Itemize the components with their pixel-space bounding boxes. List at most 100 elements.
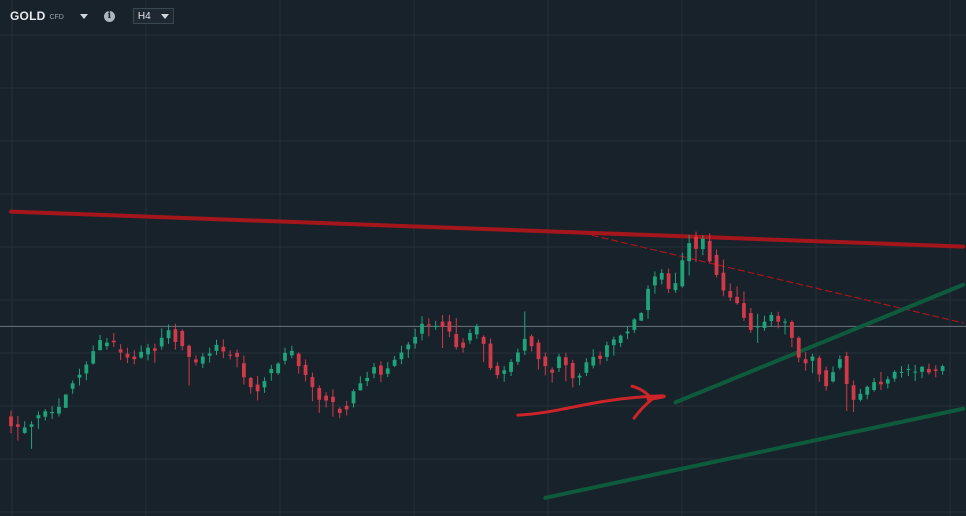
candle-bull xyxy=(557,356,561,369)
candle-bull xyxy=(98,340,102,351)
candle-bear xyxy=(221,346,226,352)
symbol-caret-down-icon[interactable] xyxy=(79,13,88,19)
candle-bull xyxy=(200,356,205,364)
candle-bull xyxy=(646,288,650,311)
candle-bear xyxy=(529,336,534,347)
candle-bear xyxy=(324,395,328,401)
candle-bear xyxy=(9,416,13,427)
candle-bull xyxy=(769,314,774,321)
candle-bull xyxy=(36,415,41,419)
candle-bear xyxy=(248,377,253,388)
candle-bull xyxy=(207,353,212,356)
candle-bear xyxy=(125,353,130,358)
candle-bear xyxy=(666,273,671,289)
candle-bear xyxy=(824,370,829,387)
candle-bear xyxy=(851,385,856,400)
symbol-label[interactable]: GOLD xyxy=(10,9,46,23)
info-icon[interactable]: i xyxy=(103,10,115,22)
candle-bull xyxy=(139,351,144,358)
candle-bull xyxy=(166,330,171,339)
candle-bull xyxy=(365,377,370,382)
candle-bear xyxy=(714,254,719,275)
candle-bull xyxy=(831,372,835,382)
timeframe-caret-down-icon xyxy=(160,13,169,19)
candle-bull xyxy=(865,386,870,395)
candle-bear xyxy=(173,329,178,342)
candle-bear xyxy=(111,340,116,343)
candle-bull xyxy=(632,319,637,330)
candle-bull xyxy=(899,371,904,373)
candle-bull xyxy=(269,369,274,374)
candle-bear xyxy=(844,355,849,384)
candle-bear xyxy=(879,381,883,385)
candle-bull xyxy=(84,364,89,374)
candle-bear xyxy=(296,353,301,367)
candle-bear xyxy=(242,363,246,378)
candle-bear xyxy=(194,359,198,363)
candle-bear xyxy=(495,365,500,376)
candle-bear xyxy=(735,296,739,304)
candle-bull xyxy=(50,411,54,414)
candle-bear xyxy=(481,336,486,344)
candle-bear xyxy=(742,303,746,318)
candle-bear xyxy=(803,359,808,364)
candle-bull xyxy=(762,321,767,328)
candle-bear xyxy=(461,342,465,348)
candle-bull xyxy=(262,381,267,388)
candle-bear xyxy=(180,330,185,347)
candle-bull xyxy=(385,368,390,374)
candle-bull xyxy=(892,371,897,379)
candle-bull xyxy=(214,344,219,351)
candle-bull xyxy=(755,326,760,328)
candle-bull xyxy=(146,347,150,355)
candle-bear xyxy=(310,376,315,388)
candle-bear xyxy=(447,321,452,332)
candle-bear xyxy=(796,337,801,358)
candle-bull xyxy=(618,335,623,343)
candle-bear xyxy=(118,349,123,353)
candle-bull xyxy=(22,427,27,433)
annotation-arrow-head xyxy=(630,384,655,420)
candle-bear xyxy=(440,321,445,328)
candle-bear xyxy=(454,334,459,348)
candle-bear xyxy=(721,272,726,291)
candle-bear xyxy=(15,424,20,427)
candle-bull xyxy=(673,283,678,291)
candle-bear xyxy=(563,357,568,366)
candle-bull xyxy=(29,424,34,427)
timeframe-select[interactable]: H4 xyxy=(132,8,174,24)
candle-bull xyxy=(276,363,281,374)
candle-bear xyxy=(235,352,239,357)
candle-bear xyxy=(303,364,308,376)
candle-bear xyxy=(344,405,349,410)
candle-bull xyxy=(872,382,876,390)
candle-bear xyxy=(132,356,137,360)
candle-bull xyxy=(516,352,520,362)
candle-bull xyxy=(837,359,842,368)
candle-bear xyxy=(426,324,431,326)
candle-bull xyxy=(91,351,96,364)
candle-bull xyxy=(522,338,527,351)
candle-bear xyxy=(228,354,233,356)
trendline xyxy=(543,406,966,500)
candle-bull xyxy=(680,260,685,287)
candle-bull xyxy=(611,339,616,346)
candle-bull xyxy=(77,374,82,378)
candle-bear xyxy=(550,369,555,373)
candle-bull xyxy=(605,345,609,357)
candle-bull xyxy=(687,243,692,262)
candle-bear xyxy=(728,291,733,298)
candle-bear xyxy=(152,348,157,351)
candle-bull xyxy=(700,238,705,250)
candle-bull xyxy=(289,350,294,356)
candle-bull xyxy=(810,356,815,361)
candle-bull xyxy=(474,326,479,335)
candle-bull xyxy=(105,342,109,347)
candle-bear xyxy=(748,313,753,330)
annotation-arrow-shaft xyxy=(516,394,666,417)
candle-bull xyxy=(659,272,664,280)
candle-bull xyxy=(885,379,890,384)
candle-bear xyxy=(790,321,794,338)
